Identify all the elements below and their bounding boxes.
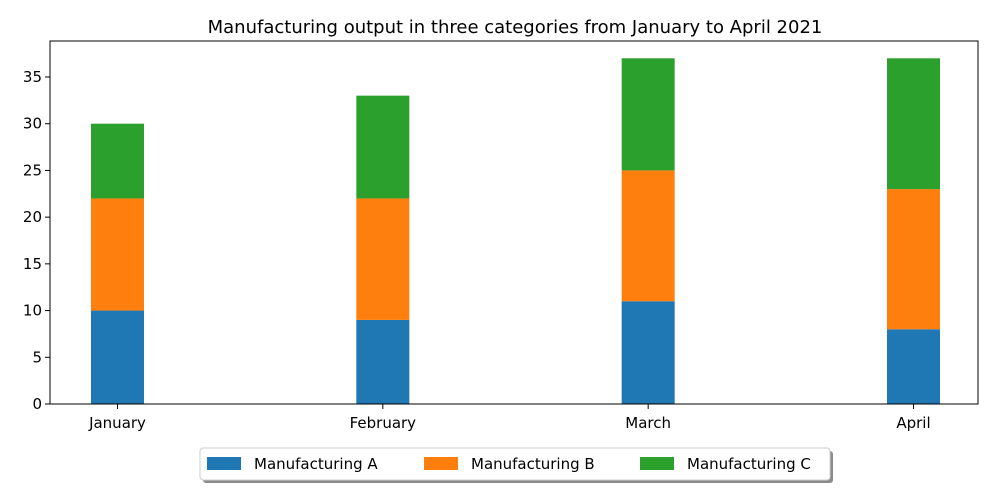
y-tick-label: 20 xyxy=(23,208,42,226)
x-tick-label: January xyxy=(88,414,146,432)
legend-label: Manufacturing B xyxy=(471,455,595,473)
legend-box xyxy=(199,447,831,481)
bar-manufacturing-a-march xyxy=(621,301,675,404)
chart-title: Manufacturing output in three categories… xyxy=(208,17,823,38)
legend-swatch xyxy=(424,457,458,470)
y-axis: 0 5 10 15 20 25 30 35 xyxy=(23,68,50,413)
bar-manufacturing-c-february xyxy=(356,95,410,199)
legend-label: Manufacturing A xyxy=(254,455,378,473)
legend-swatch xyxy=(640,457,674,470)
y-tick-label: 25 xyxy=(23,161,42,179)
x-tick-label: March xyxy=(625,414,671,432)
legend-label: Manufacturing C xyxy=(687,455,811,473)
y-tick-label: 30 xyxy=(23,115,42,133)
bar-manufacturing-b-march xyxy=(621,170,675,302)
y-tick-label: 15 xyxy=(23,255,42,273)
x-tick-label: April xyxy=(896,414,930,432)
bar-manufacturing-c-april xyxy=(887,58,940,190)
legend: Manufacturing A Manufacturing B Manufactur… xyxy=(199,447,833,483)
bars-group xyxy=(91,58,940,404)
y-tick-label: 5 xyxy=(32,348,42,366)
bar-manufacturing-c-january xyxy=(91,123,144,199)
y-tick-label: 10 xyxy=(23,302,42,320)
x-axis: January February March April xyxy=(88,404,931,432)
bar-manufacturing-a-april xyxy=(887,329,940,404)
legend-swatch xyxy=(207,457,241,470)
bar-manufacturing-b-february xyxy=(356,198,410,320)
bar-manufacturing-b-april xyxy=(887,189,940,330)
y-tick-label: 35 xyxy=(23,68,42,86)
bar-manufacturing-b-january xyxy=(91,198,144,311)
bar-manufacturing-c-march xyxy=(621,58,675,171)
bar-manufacturing-a-january xyxy=(91,310,144,404)
plot-frame xyxy=(49,40,979,405)
x-tick-label: February xyxy=(350,414,417,432)
bar-manufacturing-a-february xyxy=(356,319,410,404)
y-tick-label: 0 xyxy=(32,395,42,413)
